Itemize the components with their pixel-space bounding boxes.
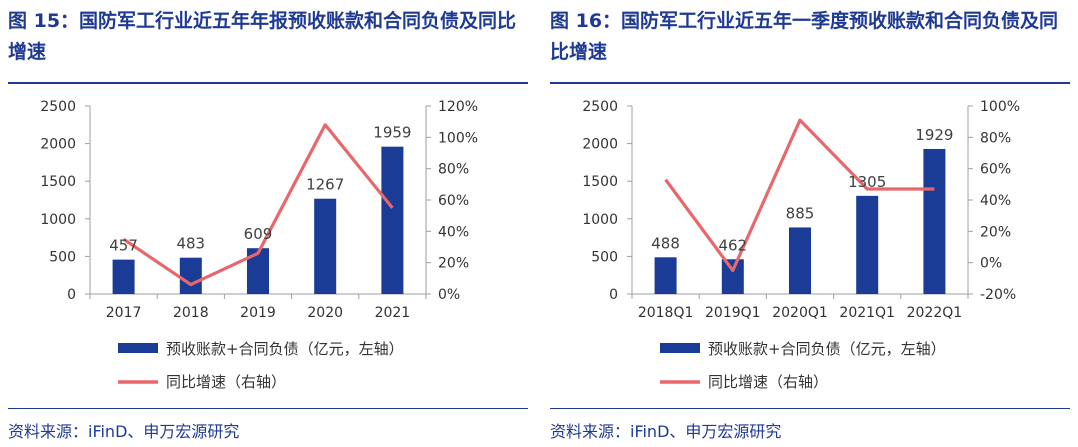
right-axis-tick-label: -20% (980, 287, 1016, 303)
data-label: 488 (651, 234, 680, 252)
chart-svg-15: 0 500 1000 1500 2000 2500 0% 20% 40% 60% 80% 100% 12… (40, 99, 478, 391)
right-axis-tick-label: 40% (980, 193, 1011, 209)
right-axis-tick-label: 0% (438, 287, 460, 303)
left-axis-tick-label: 1000 (40, 212, 76, 228)
divider (550, 82, 1070, 84)
x-axis-tick-label: 2019Q1 (705, 305, 761, 321)
chart-panel-right: 图 16：国防军工行业近五年一季度预收账款和合同负债及同比增速 0 500 1000… (550, 0, 1070, 447)
chart-svg-16: 0 500 1000 1500 2000 2500 -20% 0% 20% 40% 60% 80% 10… (582, 99, 1020, 391)
data-label: 1959 (373, 124, 411, 142)
left-axis-tick-label: 0 (67, 287, 76, 303)
left-axis-tick-label: 500 (591, 249, 618, 265)
data-label: 1267 (306, 176, 344, 194)
right-axis-tick-label: 100% (980, 99, 1020, 115)
data-label: 462 (718, 236, 747, 254)
divider (550, 408, 1070, 409)
bar (247, 248, 269, 294)
data-label: 609 (244, 225, 273, 243)
data-label: 457 (109, 237, 138, 255)
x-axis-tick-label: 2017 (106, 305, 142, 321)
x-axis-tick-label: 2018 (173, 305, 209, 321)
right-axis-tick-label: 80% (438, 162, 469, 178)
divider (8, 408, 528, 409)
bar (923, 148, 946, 294)
x-axis-tick-label: 2018Q1 (638, 305, 694, 321)
chart-title: 图 16：国防军工行业近五年一季度预收账款和合同负债及同比增速 (550, 10, 1059, 63)
divider (8, 82, 528, 84)
legend-swatch-bar (660, 343, 700, 353)
x-axis-tick-label: 2020Q1 (772, 305, 828, 321)
bar (112, 259, 135, 294)
left-axis-tick-label: 2500 (40, 99, 76, 115)
left-axis-tick-label: 1500 (40, 174, 76, 190)
left-axis-tick-label: 500 (49, 249, 76, 265)
bar (179, 257, 202, 294)
x-axis-tick-label: 2021 (375, 305, 411, 321)
source-note: 资料来源：iFinD、申万宏源研究 (550, 422, 782, 441)
right-axis-tick-label: 0% (980, 256, 1002, 272)
left-axis-tick-label: 0 (609, 287, 618, 303)
legend-label-line: 同比增速（右轴） (708, 373, 828, 391)
right-axis-tick-label: 20% (438, 256, 469, 272)
left-axis-tick-label: 2000 (40, 137, 76, 153)
right-axis-tick-label: 80% (980, 130, 1011, 146)
right-axis-tick-label: 120% (438, 99, 478, 115)
legend-label-bar: 预收账款+合同负债（亿元，左轴） (708, 340, 946, 358)
x-axis-tick-label: 2021Q1 (839, 305, 895, 321)
data-label: 885 (786, 204, 815, 222)
right-axis-tick-label: 100% (438, 130, 478, 146)
chart-panel-left: 图 15：国防军工行业近五年年报预收账款和合同负债及同比增速 0 500 1000 1… (8, 0, 528, 447)
left-axis-tick-label: 1000 (582, 212, 618, 228)
bar (654, 257, 677, 294)
chart-title: 图 15：国防军工行业近五年年报预收账款和合同负债及同比增速 (8, 10, 517, 63)
bar (314, 198, 337, 294)
data-label: 1305 (848, 173, 886, 191)
data-label: 483 (176, 235, 205, 253)
right-axis-tick-label: 60% (980, 162, 1011, 178)
right-axis-tick-label: 60% (438, 193, 469, 209)
data-label: 1929 (915, 126, 953, 144)
bar (721, 259, 744, 294)
legend-label-line: 同比增速（右轴） (166, 373, 286, 391)
left-axis-tick-label: 2000 (582, 137, 618, 153)
x-axis-tick-label: 2019 (240, 305, 276, 321)
right-axis-tick-label: 20% (980, 224, 1011, 240)
x-axis-tick-label: 2020 (307, 305, 343, 321)
x-axis-tick-label: 2022Q1 (907, 305, 963, 321)
source-note: 资料来源：iFinD、申万宏源研究 (8, 422, 240, 441)
bar (856, 195, 879, 294)
left-axis-tick-label: 1500 (582, 174, 618, 190)
bar (381, 146, 404, 294)
bar (789, 227, 811, 294)
legend-swatch-bar (118, 343, 158, 353)
left-axis-tick-label: 2500 (582, 99, 618, 115)
legend-label-bar: 预收账款+合同负债（亿元，左轴） (166, 340, 404, 358)
right-axis-tick-label: 40% (438, 224, 469, 240)
